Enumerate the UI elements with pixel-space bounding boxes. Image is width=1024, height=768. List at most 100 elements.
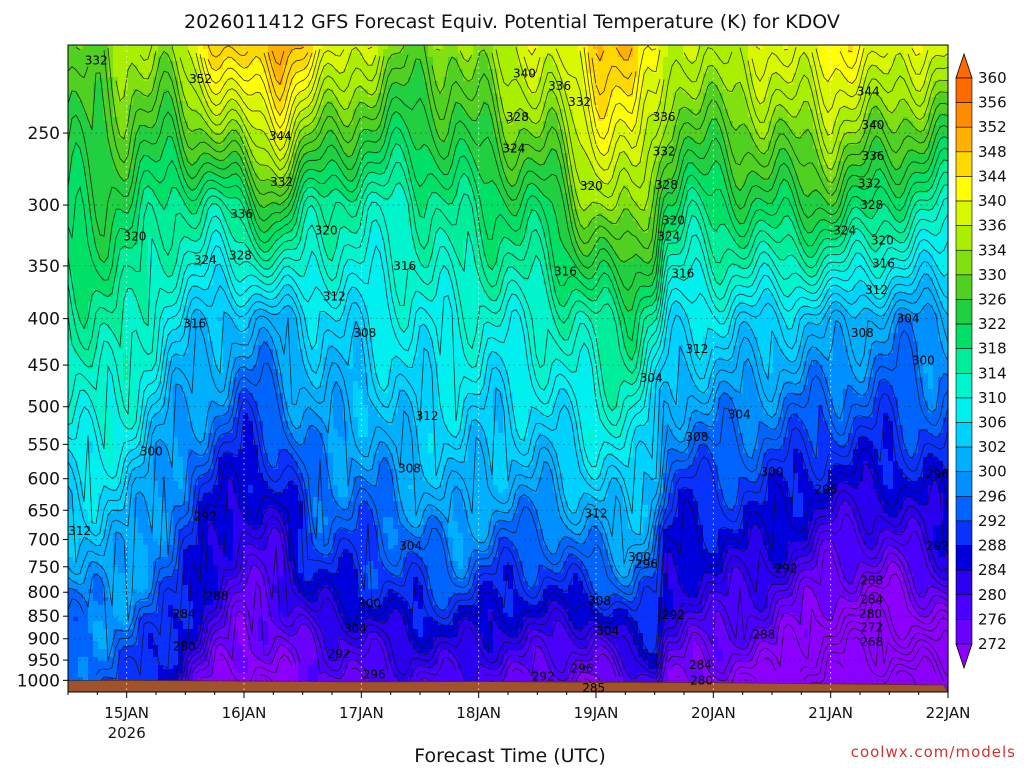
theta-e-cell [213,617,219,634]
theta-e-cell [773,569,779,586]
theta-e-cell [633,405,639,430]
theta-e-cell [388,197,394,290]
theta-e-cell [688,465,694,490]
theta-e-cell [488,45,494,70]
theta-e-cell [773,109,779,126]
theta-e-cell [503,653,509,678]
theta-e-cell [513,185,519,218]
theta-e-cell [108,149,114,242]
theta-e-cell [378,605,384,622]
theta-e-cell [263,165,269,182]
theta-e-cell [903,241,909,262]
theta-e-cell [163,45,169,54]
theta-e-cell [393,593,399,610]
theta-e-cell [378,93,384,126]
theta-e-cell [868,45,874,66]
theta-e-cell [428,517,434,590]
theta-e-cell [493,589,499,622]
contour-label: 332 [85,53,108,67]
theta-e-cell [918,45,924,54]
theta-e-cell [533,605,539,618]
contour-line [67,214,949,449]
theta-e-cell [793,473,799,518]
contour-label: 284 [173,607,196,621]
theta-e-cell [773,429,779,450]
theta-e-cell [768,121,774,142]
theta-e-cell [763,629,769,642]
theta-e-cell [863,161,869,190]
theta-e-cell [933,237,939,266]
theta-e-cell [833,489,839,518]
theta-e-cell [103,629,109,650]
theta-e-cell [208,45,214,66]
contour-label: 336 [861,149,884,163]
contour-label: 324 [194,253,217,267]
theta-e-cell [643,45,649,70]
theta-e-cell [198,265,204,290]
theta-e-cell [578,545,584,562]
theta-e-cell [128,65,134,106]
theta-e-cell [493,421,499,486]
theta-e-cell [673,173,679,206]
theta-e-cell [288,53,294,86]
theta-e-cell [743,361,749,454]
theta-e-cell [213,69,219,94]
theta-e-cell [248,569,254,650]
theta-e-cell [263,253,269,270]
theta-e-cell [363,437,369,470]
theta-e-cell [698,581,704,614]
theta-e-cell [388,549,394,574]
theta-e-cell [108,45,114,78]
theta-e-cell [238,393,244,450]
theta-e-cell [488,621,494,654]
theta-e-cell [293,225,299,250]
contour-line [199,560,949,682]
theta-e-cell [763,413,769,426]
theta-e-cell [333,485,339,502]
theta-e-cell [318,569,324,590]
theta-e-cell [563,561,569,594]
theta-e-cell [908,457,914,482]
theta-e-cell [558,305,564,338]
theta-e-cell [358,189,364,226]
theta-e-cell [223,137,229,162]
theta-e-cell [798,421,804,454]
theta-e-cell [548,45,554,54]
theta-e-cell [678,45,684,90]
theta-e-cell [908,497,914,518]
theta-e-cell [283,201,289,218]
theta-e-cell [628,569,634,586]
colorbar-tick-label: 334 [978,241,1007,259]
theta-e-cell [553,45,559,66]
theta-e-cell [603,649,609,692]
theta-e-cell [103,45,109,122]
theta-e-cell [928,485,934,562]
theta-e-cell [758,641,764,692]
theta-e-cell [903,309,909,318]
theta-e-cell [488,301,494,326]
theta-e-cell [278,313,284,374]
theta-e-cell [498,513,504,522]
theta-e-cell [893,561,899,692]
theta-e-cell [743,97,749,126]
contour-label: 336 [230,207,253,221]
theta-e-cell [138,161,144,206]
theta-e-cell [313,641,319,662]
theta-e-cell [598,365,604,422]
theta-e-cell [258,661,264,692]
theta-e-cell [828,397,834,434]
theta-e-cell [803,557,809,570]
theta-e-cell [593,245,599,274]
theta-e-cell [783,437,789,482]
theta-e-cell [233,305,239,326]
theta-e-cell [73,93,79,142]
theta-e-cell [458,621,464,670]
theta-e-cell [78,481,84,542]
theta-e-cell [333,381,339,430]
theta-e-cell [213,649,219,692]
theta-e-cell [118,45,124,102]
theta-e-cell [773,469,779,570]
theta-e-cell [713,421,719,466]
theta-e-cell [178,357,184,386]
chart-title: 2026011412 GFS Forecast Equiv. Potential… [184,11,840,33]
